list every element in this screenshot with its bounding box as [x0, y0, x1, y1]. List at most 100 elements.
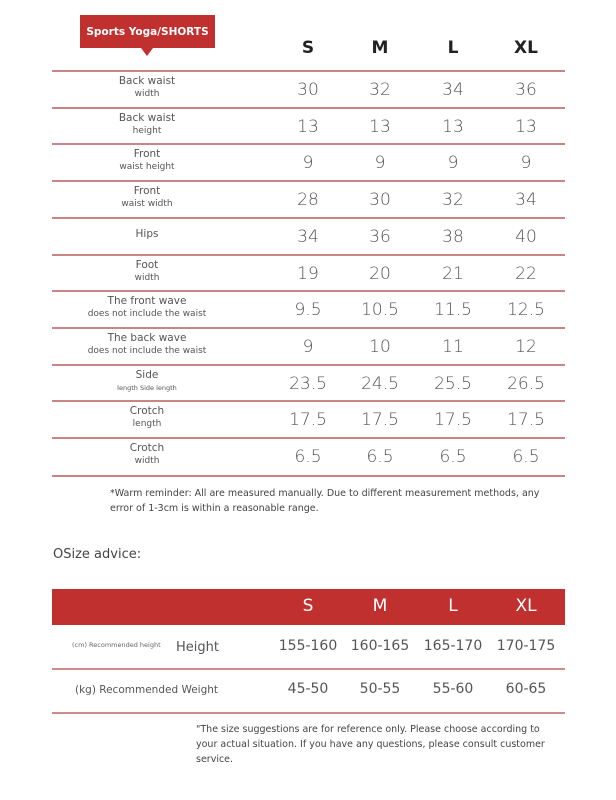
weight-xl: 60-65 — [505, 681, 547, 697]
weight-m: 50-55 — [359, 681, 401, 697]
height-xl: 170-175 — [496, 638, 556, 654]
row-label-sub: does not include the waist — [87, 345, 207, 356]
cell-xl: 22 — [515, 263, 537, 284]
table-row: Crotch width 6.5 6.5 6.5 6.5 — [52, 437, 565, 477]
cell-s: 23.5 — [289, 373, 327, 394]
cell-l: 21 — [442, 263, 464, 284]
cell-l: 6.5 — [439, 447, 467, 467]
advice-header-band: S M L XL — [52, 589, 565, 625]
cell-s: 6.5 — [294, 447, 322, 467]
cell-s: 9 — [302, 153, 314, 174]
cell-l: 34 — [442, 80, 464, 100]
table-row: Front waist height 9 9 9 9 — [52, 143, 565, 181]
table-row: Side length Side length 23.5 24.5 25.5 26.5 — [52, 363, 565, 402]
height-s: 155-160 — [278, 638, 338, 654]
table-row: Back waist width 30 32 34 36 — [52, 70, 565, 108]
row-label-main: The back wave — [107, 331, 187, 344]
row-label-sub: waist width — [121, 199, 173, 210]
row-label-main: Hips — [135, 227, 159, 240]
cell-s: 17.5 — [289, 410, 327, 431]
row-label-main: Front — [133, 185, 161, 198]
size-header-s: S — [301, 38, 315, 58]
size-header-xl: XL — [514, 38, 538, 58]
table-row: Foot width 19 20 21 22 — [52, 253, 565, 292]
cell-xl: 36 — [515, 80, 537, 100]
advice-size-m: M — [372, 596, 388, 616]
row-label-sub: width — [134, 456, 160, 466]
row-label-sub: width — [134, 89, 160, 99]
cell-s: 34 — [297, 226, 319, 247]
product-title-tag: Sports Yoga/SHORTS — [80, 15, 215, 56]
row-label-main: Back waist — [118, 75, 176, 87]
size-advice-heading: OSize advice: — [53, 547, 142, 562]
row-label: Back waist width — [82, 75, 212, 101]
cell-xl: 13 — [515, 116, 537, 137]
row-label-sub: waist height — [119, 162, 175, 173]
cell-m: 6.5 — [366, 447, 394, 467]
cell-m: 32 — [369, 80, 391, 100]
cell-l: 9 — [447, 153, 459, 174]
cell-l: 17.5 — [434, 410, 472, 431]
row-label-sub: height — [132, 125, 162, 136]
row-label: Crotch width — [82, 442, 212, 468]
size-header-m: M — [371, 38, 389, 58]
cell-m: 30 — [369, 190, 391, 211]
cell-l: 38 — [442, 226, 464, 247]
row-label: Back waist height — [82, 112, 212, 138]
warm-reminder: *Warm reminder: All are measured manuall… — [110, 488, 540, 514]
cell-xl: 40 — [515, 226, 537, 247]
height-m: 160-165 — [350, 638, 410, 654]
cell-xl: 12.5 — [507, 300, 545, 321]
table-row: The front wave does not include the waist… — [52, 290, 565, 328]
cell-m: 10.5 — [361, 300, 399, 321]
cell-l: 11.5 — [434, 300, 472, 321]
row-label: Foot width — [82, 259, 212, 285]
row-label-main: Foot — [135, 258, 159, 271]
row-label: The back wave does not include the waist — [82, 332, 212, 358]
table-row: Back waist height 13 13 13 13 — [52, 106, 565, 145]
cell-m: 20 — [369, 263, 391, 284]
cell-s: 19 — [297, 263, 319, 284]
size-suggestion-note: "The size suggestions are for reference … — [196, 724, 545, 765]
cell-s: 9 — [302, 336, 314, 357]
cell-l: 25.5 — [434, 373, 472, 394]
cell-l: 13 — [442, 116, 464, 137]
weight-s: 45-50 — [287, 681, 329, 697]
height-label-small: (cm) Recommended height — [72, 641, 161, 649]
cell-s: 30 — [297, 80, 319, 100]
row-label-main: Crotch — [129, 442, 165, 454]
cell-xl: 6.5 — [512, 447, 540, 467]
row-label-main: Front — [133, 148, 161, 161]
row-label-sub: width — [134, 272, 160, 283]
row-label-main: The front wave — [107, 295, 187, 308]
row-label-main: Side — [135, 368, 159, 381]
cell-m: 10 — [369, 336, 391, 357]
cell-m: 17.5 — [361, 410, 399, 431]
height-label: Height — [176, 640, 219, 655]
height-row: (cm) Recommended height Height 155-160 1… — [52, 625, 565, 670]
advice-size-xl: XL — [515, 596, 537, 616]
row-label-sub: does not include the waist — [87, 309, 207, 320]
cell-m: 13 — [369, 116, 391, 137]
row-label-sub: length Side length — [117, 383, 177, 392]
weight-row: (kg) Recommended Weight 45-50 50-55 55-6… — [52, 669, 565, 714]
table-row: Front waist width 28 30 32 34 — [52, 180, 565, 218]
cell-l: 32 — [442, 190, 464, 211]
size-header-l: L — [447, 38, 459, 58]
table-row: Hips 34 36 38 40 — [52, 216, 565, 255]
weight-label: (kg) Recommended Weight — [75, 684, 219, 696]
weight-l: 55-60 — [432, 681, 474, 697]
height-l: 165-170 — [423, 638, 483, 654]
cell-m: 9 — [374, 153, 386, 174]
row-label: Hips — [82, 228, 212, 241]
row-label-main: Back waist — [118, 111, 176, 124]
cell-xl: 12 — [515, 336, 537, 357]
table-row: The back wave does not include the waist 9… — [52, 326, 565, 365]
advice-size-s: S — [302, 596, 314, 616]
cell-s: 9.5 — [294, 300, 322, 321]
row-label-main: Crotch — [129, 405, 165, 418]
row-label: Front waist height — [82, 148, 212, 174]
table-row: Crotch length 17.5 17.5 17.5 17.5 — [52, 400, 565, 438]
row-label-sub: length — [132, 419, 162, 430]
cell-m: 36 — [369, 226, 391, 247]
